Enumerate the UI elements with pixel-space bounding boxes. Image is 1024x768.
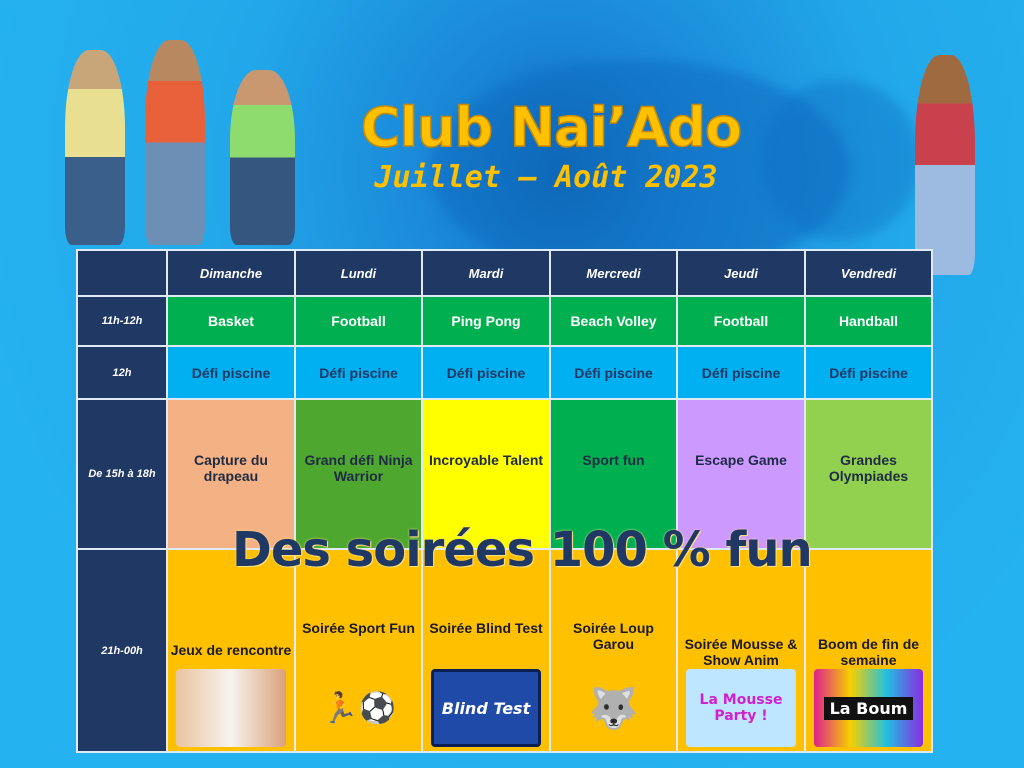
day-header: Jeudi <box>676 249 806 297</box>
blind-test-logo: Blind Test <box>431 669 541 747</box>
evening-cell: Boom de fin de semaine La Boum <box>804 548 933 753</box>
activity-cell: Sport fun <box>549 398 678 550</box>
table-header-row: Dimanche Lundi Mardi Mercredi Jeudi Vend… <box>76 249 933 297</box>
activity-cell: Football <box>676 295 806 347</box>
table-row: De 15h à 18h Capture du drapeau Grand dé… <box>76 398 933 550</box>
day-header: Dimanche <box>166 249 296 297</box>
evening-banner: Des soirées 100 % fun <box>232 522 813 578</box>
friends-photo <box>176 669 286 747</box>
activity-cell: Basket <box>166 295 296 347</box>
table-row: 12h Défi piscine Défi piscine Défi pisci… <box>76 345 933 400</box>
activity-cell: Grandes Olympiades <box>804 398 933 550</box>
evening-cell: Soirée Blind Test Blind Test <box>421 548 551 753</box>
activity-label: Soirée Sport Fun <box>302 620 415 636</box>
activity-label: Soirée Blind Test <box>429 620 543 636</box>
activity-cell: Défi piscine <box>676 345 806 400</box>
mousse-party-logo: La Mousse Party ! <box>686 669 796 747</box>
activity-cell: Ping Pong <box>421 295 551 347</box>
activity-cell: Capture du drapeau <box>166 398 296 550</box>
day-header: Vendredi <box>804 249 933 297</box>
time-label: De 15h à 18h <box>76 398 168 550</box>
evening-cell: Soirée Mousse & Show Anim La Mousse Part… <box>676 548 806 753</box>
table-row: 11h-12h Basket Football Ping Pong Beach … <box>76 295 933 347</box>
la-boum-logo: La Boum <box>814 669 923 747</box>
teens-group-photo <box>45 0 375 248</box>
page-subtitle: Juillet – Août 2023 <box>374 160 718 195</box>
activity-label: Jeux de rencontre <box>170 642 292 658</box>
activity-cell: Défi piscine <box>549 345 678 400</box>
activity-cell: Incroyable Talent <box>421 398 551 550</box>
day-header: Lundi <box>294 249 423 297</box>
activity-cell: Défi piscine <box>166 345 296 400</box>
evening-cell: Jeux de rencontre <box>166 548 296 753</box>
evening-cell: Soirée Sport Fun 🏃⚽ <box>294 548 423 753</box>
time-label: 21h-00h <box>76 548 168 753</box>
paint-splash <box>760 80 920 240</box>
jumping-girl-photo <box>895 15 1005 275</box>
athletes-illustration: 🏃⚽ <box>321 690 396 726</box>
wolf-photo: 🐺 <box>588 685 639 732</box>
activity-cell: Défi piscine <box>421 345 551 400</box>
evening-cell: Soirée Loup Garou 🐺 <box>549 548 678 753</box>
paint-splash <box>430 60 850 280</box>
activity-cell: Handball <box>804 295 933 347</box>
activity-cell: Football <box>294 295 423 347</box>
corner-cell <box>76 249 168 297</box>
activity-label: Soirée Loup Garou <box>573 620 654 652</box>
activity-cell: Grand défi Ninja Warrior <box>294 398 423 550</box>
activity-label: Boom de fin de semaine <box>817 636 920 668</box>
day-header: Mercredi <box>549 249 678 297</box>
table-row: 21h-00h Jeux de rencontre Soirée Sport F… <box>76 548 933 753</box>
time-label: 12h <box>76 345 168 400</box>
time-label: 11h-12h <box>76 295 168 347</box>
page-title: Club Nai’Ado <box>360 95 743 160</box>
activity-cell: Défi piscine <box>804 345 933 400</box>
activity-label: Soirée Mousse & Show Anim <box>684 636 798 668</box>
schedule-table: Dimanche Lundi Mardi Mercredi Jeudi Vend… <box>76 249 933 753</box>
day-header: Mardi <box>421 249 551 297</box>
activity-cell: Escape Game <box>676 398 806 550</box>
activity-cell: Beach Volley <box>549 295 678 347</box>
activity-cell: Défi piscine <box>294 345 423 400</box>
